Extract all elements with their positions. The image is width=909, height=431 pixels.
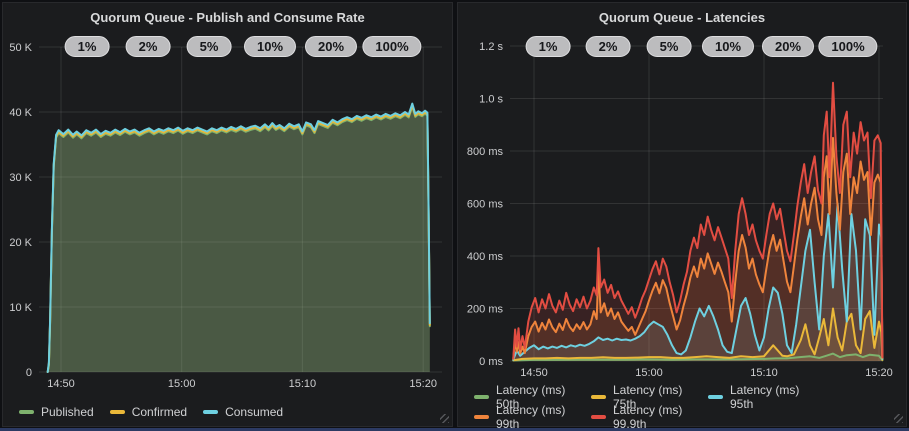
- legend-label: Latency (ms) 99.9th: [613, 403, 683, 431]
- legend-item-published[interactable]: Published: [19, 402, 94, 422]
- annotation-badge-2pct: 2%: [585, 36, 631, 57]
- legend: Latency (ms) 50th Latency (ms) 75th Late…: [474, 383, 874, 431]
- x-axis-tick-label: 15:00: [635, 367, 663, 379]
- panel-latencies: Quorum Queue - Latencies 0 ms 200 ms 400 m…: [457, 2, 907, 431]
- y-axis-tick-label: 50 K: [9, 42, 32, 54]
- x-axis-tick-label: 15:10: [289, 378, 317, 390]
- series-area: [513, 203, 883, 361]
- legend-label: Published: [41, 405, 94, 419]
- series-line: [512, 307, 884, 362]
- series-area: [513, 137, 883, 361]
- publish-consume-chart[interactable]: 0 10 K 20 K 30 K 40 K 50 K 14:50 15:00 15:10 15:2…: [3, 3, 452, 426]
- series-line: [512, 202, 884, 361]
- y-axis-tick-label: 1.0 s: [479, 94, 503, 106]
- legend-item-consumed[interactable]: Consumed: [203, 402, 283, 422]
- y-axis-tick-label: 30 K: [9, 172, 32, 184]
- y-axis-tick-label: 400 ms: [467, 251, 504, 263]
- annotation-badge-100pct: 100%: [362, 36, 422, 57]
- annotation-badge-1pct: 1%: [525, 36, 571, 57]
- panel-title[interactable]: Quorum Queue - Latencies: [598, 10, 766, 25]
- x-axis-tick-label: 14:50: [47, 378, 75, 390]
- legend-item-latency-75th[interactable]: Latency (ms) 75th: [591, 383, 708, 411]
- legend-item-latency-95th[interactable]: Latency (ms) 95th: [708, 383, 825, 411]
- latencies-chart[interactable]: 0 ms 200 ms 400 ms 600 ms 800 ms 1.0 s 1.2 s 14…: [458, 3, 906, 426]
- series-area: [513, 353, 883, 361]
- annotation-badge-10pct: 10%: [243, 36, 297, 57]
- legend-item-latency-50th[interactable]: Latency (ms) 50th: [474, 383, 591, 411]
- y-axis-tick-label: 10 K: [9, 302, 32, 314]
- y-axis-tick-label: 40 K: [9, 107, 32, 119]
- x-axis-tick-label: 15:20: [865, 367, 893, 379]
- y-axis-tick-label: 800 ms: [467, 146, 504, 158]
- series-area: [47, 103, 430, 372]
- panel-resize-handle[interactable]: [894, 414, 903, 423]
- series-swatch: [19, 410, 34, 414]
- legend-label: Confirmed: [131, 405, 188, 419]
- annotation-badge-10pct: 10%: [701, 36, 755, 57]
- annotation-badge-5pct: 5%: [186, 36, 232, 57]
- y-axis-tick-label: 20 K: [9, 237, 32, 249]
- series-line: [46, 102, 431, 373]
- annotation-badge-2pct: 2%: [125, 36, 171, 57]
- series-line: [46, 104, 431, 373]
- series-swatch: [591, 415, 606, 419]
- legend-item-latency-99-9th[interactable]: Latency (ms) 99.9th: [591, 403, 708, 431]
- panel-resize-handle[interactable]: [440, 414, 449, 423]
- series-line: [512, 81, 884, 360]
- x-axis-tick-label: 15:10: [750, 367, 778, 379]
- series-area: [47, 106, 430, 372]
- annotation-badge-5pct: 5%: [646, 36, 692, 57]
- y-axis-tick-label: 600 ms: [467, 199, 504, 211]
- annotation-badge-1pct: 1%: [64, 36, 110, 57]
- panel-title[interactable]: Quorum Queue - Publish and Consume Rate: [90, 10, 365, 25]
- annotation-badge-100pct: 100%: [818, 36, 878, 57]
- legend-label: Latency (ms) 95th: [730, 383, 800, 411]
- legend-label: Latency (ms) 75th: [613, 383, 683, 411]
- series-swatch: [591, 395, 606, 399]
- series-swatch: [708, 395, 723, 399]
- annotation-badge-20pct: 20%: [304, 36, 358, 57]
- series-swatch: [109, 410, 125, 414]
- legend-label: Latency (ms) 99th: [496, 403, 566, 431]
- x-axis-tick-label: 15:00: [168, 378, 196, 390]
- series-swatch: [474, 395, 489, 399]
- legend-item-confirmed[interactable]: Confirmed: [109, 402, 188, 422]
- legend: Published Confirmed Consumed: [19, 402, 299, 422]
- y-axis-tick-label: 200 ms: [467, 304, 504, 316]
- series-line: [512, 352, 884, 362]
- window-edge: [0, 428, 909, 431]
- series-line: [512, 136, 884, 360]
- series-area: [47, 105, 430, 372]
- y-axis-tick-label: 0 ms: [479, 356, 503, 368]
- x-axis-tick-label: 15:20: [409, 378, 437, 390]
- series-swatch: [203, 410, 219, 414]
- x-axis-tick-label: 14:50: [520, 367, 548, 379]
- legend-item-latency-99th[interactable]: Latency (ms) 99th: [474, 403, 591, 431]
- y-axis-tick-label: 1.2 s: [479, 41, 503, 53]
- legend-label: Latency (ms) 50th: [496, 383, 566, 411]
- annotation-badge-20pct: 20%: [761, 36, 815, 57]
- y-axis-tick-label: 0: [26, 367, 32, 379]
- series-swatch: [474, 415, 489, 419]
- legend-label: Consumed: [225, 405, 284, 419]
- panel-publish-consume-rate: Quorum Queue - Publish and Consume Rate …: [2, 2, 453, 427]
